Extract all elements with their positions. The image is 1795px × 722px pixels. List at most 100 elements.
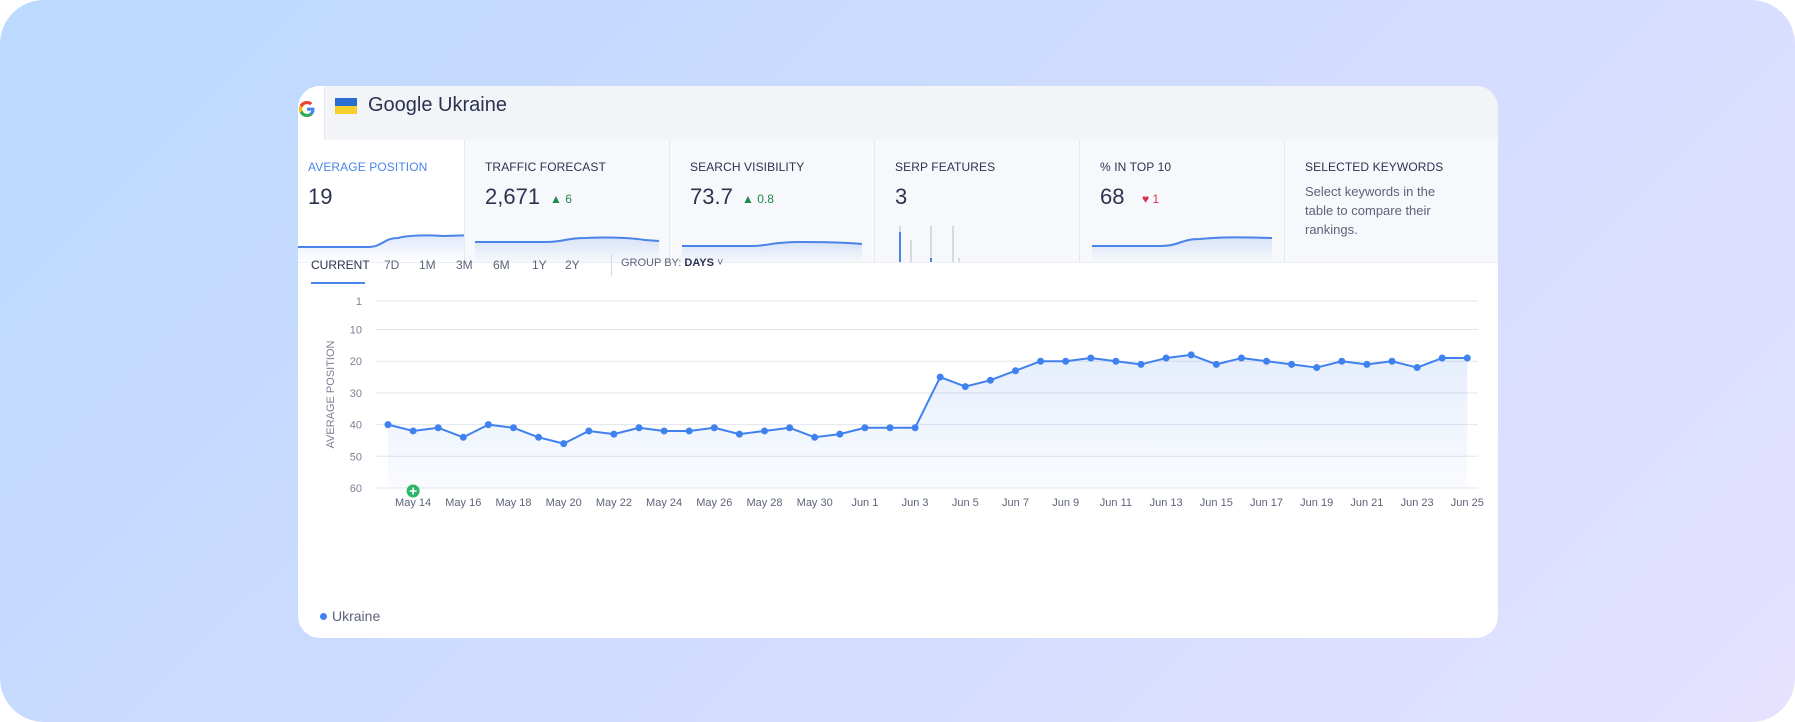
- y-tick-label: 30: [350, 388, 362, 400]
- x-tick-label: Jun 7: [1002, 497, 1029, 509]
- tab-divider: [611, 254, 612, 276]
- metric-value: 73.7: [690, 184, 733, 209]
- x-tick-label: Jun 23: [1401, 497, 1434, 509]
- x-tick-label: May 14: [395, 497, 431, 509]
- metric-label: SERP FEATURES: [895, 160, 996, 174]
- data-point: [1137, 360, 1145, 368]
- data-point: [459, 433, 467, 441]
- tab-7d[interactable]: 7D: [384, 258, 400, 272]
- tab-current[interactable]: CURRENT: [311, 258, 370, 272]
- x-tick-label: Jun 25: [1451, 497, 1484, 509]
- metric-search-visibility[interactable]: SEARCH VISIBILITY 73.7 ▲ 0.8: [670, 140, 875, 262]
- google-icon: [299, 101, 315, 117]
- tab-6m[interactable]: 6M: [493, 258, 510, 272]
- data-point: [585, 427, 593, 435]
- data-point: [1162, 354, 1170, 362]
- data-point: [1237, 354, 1245, 362]
- x-tick-label: Jun 1: [851, 497, 878, 509]
- data-point: [836, 430, 844, 438]
- data-point: [484, 421, 492, 429]
- x-tick-label: May 22: [596, 497, 632, 509]
- y-axis-label: AVERAGE POSITION: [325, 340, 337, 448]
- y-tick-label: 50: [350, 451, 362, 463]
- data-point: [811, 433, 819, 441]
- data-point: [510, 424, 517, 432]
- tab-1y[interactable]: 1Y: [532, 258, 547, 272]
- data-point: [1062, 357, 1070, 365]
- x-tick-label: Jun 5: [952, 497, 979, 509]
- metrics-bar: AVERAGE POSITION 19 TRAFFIC FORECAST 2,6…: [298, 140, 1498, 263]
- sparkline: [298, 234, 464, 262]
- data-point: [1438, 354, 1446, 362]
- data-point: [660, 427, 668, 435]
- x-tick-label: May 24: [646, 497, 682, 509]
- tab-3m[interactable]: 3M: [456, 258, 473, 272]
- data-point: [986, 376, 994, 384]
- metric-label: SELECTED KEYWORDS: [1305, 160, 1444, 174]
- series-area: [388, 354, 1468, 488]
- chart-legend[interactable]: Ukraine: [320, 608, 380, 624]
- x-tick-label: Jun 3: [902, 497, 929, 509]
- data-point: [735, 430, 743, 438]
- data-point: [961, 383, 969, 391]
- data-point: [1187, 351, 1195, 359]
- search-engine-header: Google Ukraine: [298, 86, 1498, 140]
- metric-serp-features[interactable]: SERP FEATURES 3: [875, 140, 1080, 262]
- data-point: [409, 427, 417, 435]
- data-point: [1212, 360, 1220, 368]
- x-tick-label: Jun 21: [1350, 497, 1383, 509]
- metric-value: 19: [308, 184, 333, 209]
- metric-traffic-forecast[interactable]: TRAFFIC FORECAST 2,671 ▲ 6: [465, 140, 670, 262]
- x-tick-label: Jun 11: [1100, 497, 1132, 509]
- data-point: [1463, 354, 1471, 362]
- metric-top10[interactable]: % IN TOP 10 68 ♥ 1: [1080, 140, 1285, 262]
- metric-label: TRAFFIC FORECAST: [485, 160, 606, 174]
- data-point: [786, 424, 794, 432]
- chart-svg: 1 10 20 30 40 50 60 AVERAGE POSITION May 14 May 1…: [325, 296, 1484, 509]
- data-point: [610, 430, 618, 438]
- data-point: [1338, 357, 1346, 365]
- metric-value: 3: [895, 184, 908, 209]
- data-point: [1363, 360, 1371, 368]
- y-tick-label: 60: [350, 483, 362, 495]
- y-tick-label: 10: [350, 325, 362, 337]
- series-line-ukraine: [387, 353, 1468, 445]
- data-point: [635, 424, 643, 432]
- tab-2y[interactable]: 2Y: [565, 258, 580, 272]
- tab-underline: [311, 282, 365, 284]
- x-tick-label: May 30: [797, 497, 833, 509]
- metric-label: AVERAGE POSITION: [308, 160, 428, 174]
- chevron-down-icon: ˅: [717, 257, 724, 269]
- data-point: [1263, 357, 1270, 365]
- position-chart: 1 10 20 30 40 50 60 AVERAGE POSITION May 14 May 1…: [298, 286, 1498, 591]
- sparkline: [682, 240, 863, 262]
- x-tick-label: May 28: [746, 497, 782, 509]
- sparkline: [1092, 236, 1273, 262]
- data-point: [886, 424, 894, 432]
- data-point: [1313, 364, 1321, 372]
- google-tab[interactable]: [298, 86, 325, 140]
- x-tick-label: May 20: [546, 497, 582, 509]
- serp-bars: [899, 226, 960, 262]
- group-by-dropdown[interactable]: GROUP BY: DAYS ˅: [621, 257, 723, 269]
- data-point: [1413, 364, 1421, 372]
- data-point: [384, 421, 392, 429]
- data-point: [434, 424, 442, 432]
- metric-label: % IN TOP 10: [1100, 160, 1172, 174]
- x-tick-label: Jun 9: [1052, 497, 1079, 509]
- x-tick-label: May 18: [495, 497, 531, 509]
- data-point: [936, 373, 944, 381]
- metric-label: SEARCH VISIBILITY: [690, 160, 805, 174]
- metric-delta: ▲ 0.8: [742, 192, 774, 206]
- data-point: [1388, 357, 1396, 365]
- data-point: [560, 440, 568, 448]
- x-tick-label: Jun 15: [1200, 497, 1233, 509]
- x-tick-label: Jun 17: [1250, 497, 1283, 509]
- data-point: [861, 424, 869, 432]
- metric-help-text: Select keywords in the table to compare …: [1305, 184, 1436, 237]
- metric-average-position[interactable]: AVERAGE POSITION 19: [298, 140, 465, 262]
- y-tick-label: 20: [350, 356, 362, 368]
- tab-1m[interactable]: 1M: [419, 258, 436, 272]
- metric-value: 68: [1100, 184, 1125, 209]
